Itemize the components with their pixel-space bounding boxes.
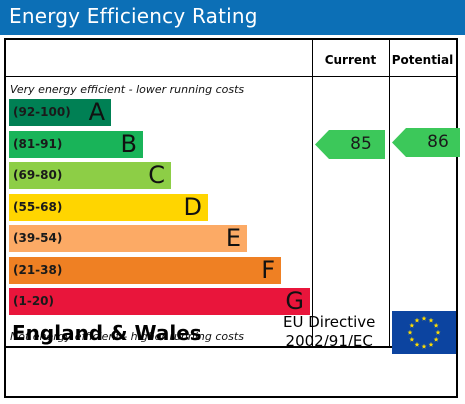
current-rating-arrow: 85 (315, 129, 385, 159)
eu-star-icon (428, 342, 434, 347)
directive-line-1: EU Directive (283, 313, 376, 331)
eu-star-icon (428, 317, 434, 323)
band-letter: F (261, 255, 275, 284)
band-letter: E (225, 224, 241, 252)
eu-star-icon (435, 329, 441, 335)
band-range-label: (92-100) (13, 105, 71, 119)
band-range-label: (69-80) (13, 168, 63, 182)
potential-column-divider (389, 40, 390, 346)
eu-star-icon (409, 336, 415, 342)
band-d: (55-68) D (9, 192, 208, 221)
title-bar: Energy Efficiency Rating (0, 0, 465, 35)
chart-title: Energy Efficiency Rating (9, 4, 258, 28)
footer-divider (6, 346, 456, 348)
eu-star-icon (433, 336, 439, 342)
band-range-label: (21-38) (13, 262, 63, 277)
efficient-note: Very energy efficient - lower running co… (10, 83, 245, 96)
band-e: (39-54) E (9, 225, 247, 252)
inefficient-note: Not energy efficient - higher running co… (10, 330, 244, 343)
eu-star-icon (433, 322, 439, 328)
eu-star-icon (421, 315, 427, 321)
band-range-label: (81-91) (13, 136, 63, 151)
eu-flag-icon (392, 311, 456, 354)
band-range-label: (39-54) (13, 231, 63, 245)
band-g: (1-20) G (9, 288, 310, 315)
band-letter: B (120, 129, 137, 158)
band-letter: A (88, 98, 105, 126)
band-f: (21-38) F (9, 255, 281, 284)
current-column-header: Current (324, 53, 377, 67)
eu-directive: EU Directive 2002/91/EC (283, 313, 375, 351)
band-a: (92-100) A (9, 99, 111, 126)
region-label: England & Wales (12, 321, 202, 345)
potential-rating-arrow: 86 (392, 127, 460, 157)
eu-star-icon (407, 329, 413, 335)
current-column-divider (312, 40, 313, 346)
eu-star-icon (414, 342, 420, 347)
band-letter: C (148, 161, 165, 189)
band-range-label: (1-20) (13, 294, 54, 308)
potential-arrow-shape (392, 127, 460, 157)
rating-frame: Current Potential Very energy efficient … (4, 38, 460, 398)
band-letter: G (285, 287, 304, 315)
current-rating-value: 85 (350, 133, 372, 154)
eu-star-icon (421, 343, 427, 349)
current-arrow-shape (315, 129, 385, 159)
band-b: (81-91) B (9, 129, 143, 158)
band-c: (69-80) C (9, 162, 171, 189)
potential-rating-value: 86 (427, 131, 449, 152)
band-range-label: (55-68) (13, 199, 63, 214)
eu-star-icon (414, 317, 420, 323)
band-letter: D (183, 192, 202, 221)
potential-column-header: Potential (391, 53, 454, 67)
directive-line-2: 2002/91/EC (285, 332, 373, 350)
header-divider (6, 76, 456, 77)
eu-star-icon (409, 322, 415, 328)
